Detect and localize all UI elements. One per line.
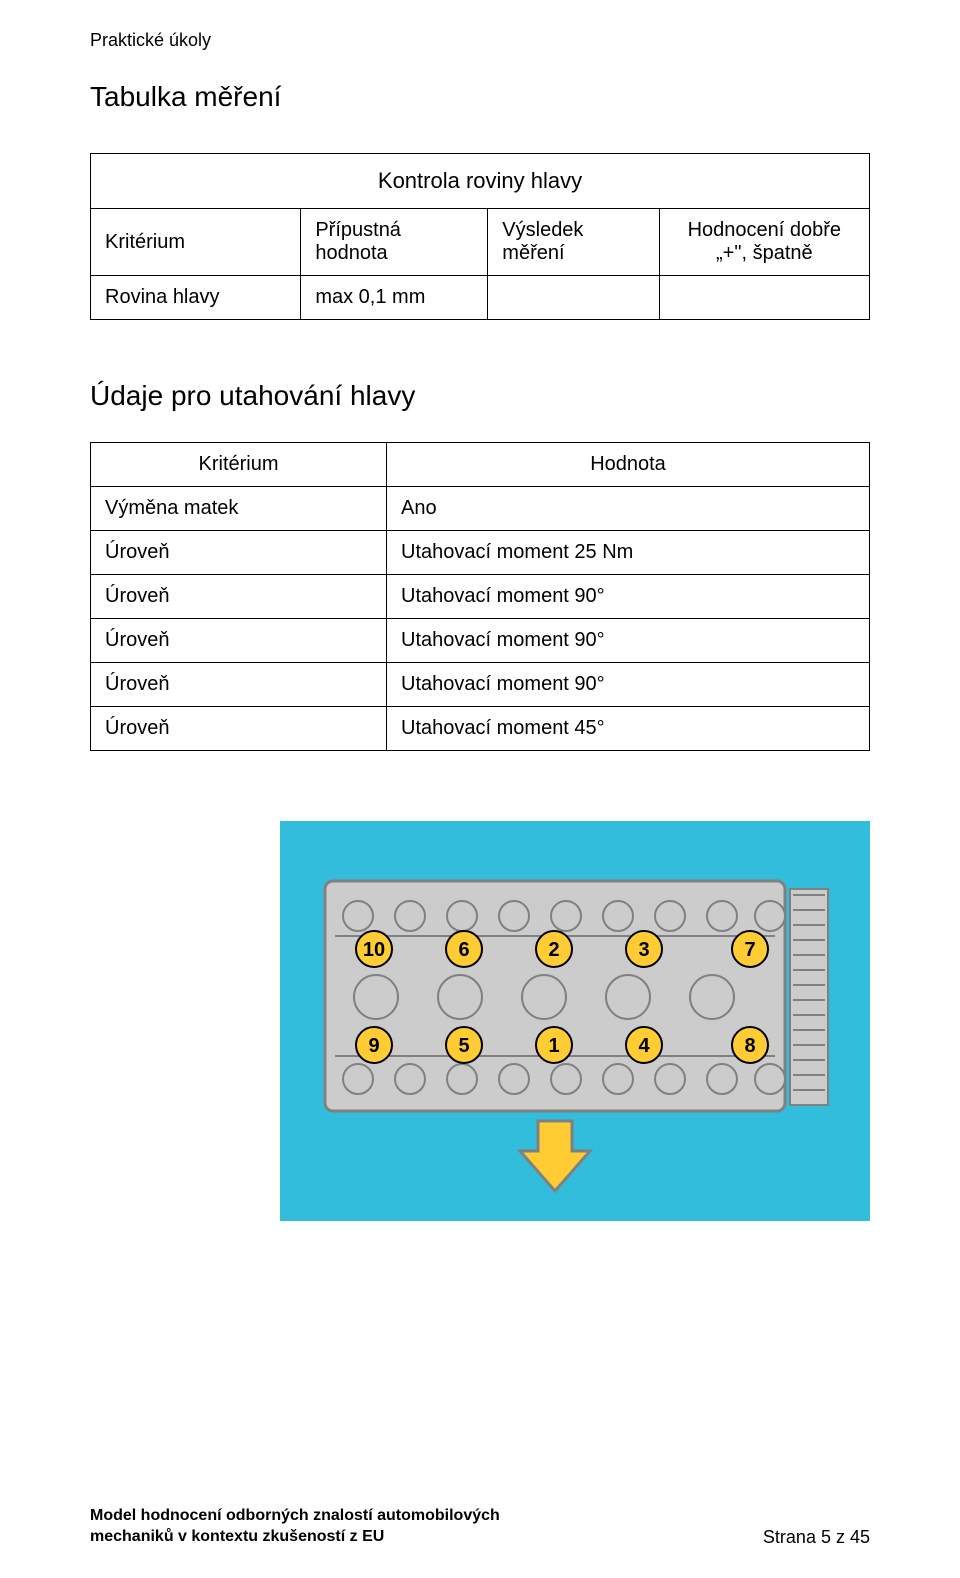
table-2: Kritérium Hodnota Výměna matek Ano Úrove… <box>90 442 870 751</box>
footer-left-line1: Model hodnocení odborných znalostí autom… <box>90 1507 500 1524</box>
table-2-cell: Úroveň <box>91 531 387 575</box>
table-2-cell: Utahovací moment 90° <box>387 619 870 663</box>
footer-left-line2: mechaniků v kontextu zkušeností z EU <box>90 1528 384 1545</box>
table-1-header-1: Přípustná hodnota <box>301 209 488 276</box>
table-2-cell: Utahovací moment 25 Nm <box>387 531 870 575</box>
table-row: Úroveň Utahovací moment 90° <box>91 619 870 663</box>
diagram-container: 10 6 2 3 7 9 5 1 4 8 <box>90 821 870 1226</box>
table-row: Výměna matek Ano <box>91 487 870 531</box>
svg-text:6: 6 <box>458 939 469 961</box>
table-2-cell: Utahovací moment 45° <box>387 707 870 751</box>
table-2-cell: Úroveň <box>91 575 387 619</box>
svg-text:7: 7 <box>744 939 755 961</box>
table-1-cell-0: Rovina hlavy <box>91 276 301 320</box>
svg-text:9: 9 <box>368 1035 379 1057</box>
table-row: Úroveň Utahovací moment 90° <box>91 663 870 707</box>
table-2-header-0: Kritérium <box>91 443 387 487</box>
svg-text:10: 10 <box>363 939 385 961</box>
table-2-cell: Utahovací moment 90° <box>387 575 870 619</box>
svg-text:8: 8 <box>744 1035 755 1057</box>
table-2-cell: Utahovací moment 90° <box>387 663 870 707</box>
table-1: Kontrola roviny hlavy Kritérium Přípustn… <box>90 153 870 320</box>
header-label: Praktické úkoly <box>90 30 870 51</box>
table-2-header-1: Hodnota <box>387 443 870 487</box>
table-1-header-row: Kritérium Přípustná hodnota Výsledek měř… <box>91 209 870 276</box>
table-2-cell: Úroveň <box>91 663 387 707</box>
svg-text:5: 5 <box>458 1035 469 1057</box>
svg-text:4: 4 <box>638 1035 650 1057</box>
diagram-svg: 10 6 2 3 7 9 5 1 4 8 <box>280 821 870 1221</box>
table-1-title-row: Kontrola roviny hlavy <box>91 154 870 209</box>
table-row: Úroveň Utahovací moment 45° <box>91 707 870 751</box>
table-2-cell: Výměna matek <box>91 487 387 531</box>
svg-text:2: 2 <box>548 939 559 961</box>
table-row: Úroveň Utahovací moment 90° <box>91 575 870 619</box>
table-1-header-0: Kritérium <box>91 209 301 276</box>
table-1-cell-2 <box>488 276 659 320</box>
table-1-header-2: Výsledek měření <box>488 209 659 276</box>
table-2-header-row: Kritérium Hodnota <box>91 443 870 487</box>
table-2-cell: Úroveň <box>91 619 387 663</box>
section-title-1: Tabulka měření <box>90 81 870 113</box>
table-1-row: Rovina hlavy max 0,1 mm <box>91 276 870 320</box>
table-1-title: Kontrola roviny hlavy <box>91 154 870 209</box>
footer-left: Model hodnocení odborných znalostí autom… <box>90 1506 500 1548</box>
bolt-sequence-diagram: 10 6 2 3 7 9 5 1 4 8 <box>280 821 870 1221</box>
table-row: Úroveň Utahovací moment 25 Nm <box>91 531 870 575</box>
table-2-cell: Ano <box>387 487 870 531</box>
table-1-header-3: Hodnocení dobře „+", špatně <box>659 209 869 276</box>
page-footer: Model hodnocení odborných znalostí autom… <box>90 1506 870 1548</box>
footer-right: Strana 5 z 45 <box>763 1527 870 1548</box>
table-1-cell-3 <box>659 276 869 320</box>
section-title-2: Údaje pro utahování hlavy <box>90 380 870 412</box>
table-1-cell-1: max 0,1 mm <box>301 276 488 320</box>
table-2-cell: Úroveň <box>91 707 387 751</box>
svg-text:3: 3 <box>638 939 649 961</box>
svg-text:1: 1 <box>548 1035 559 1057</box>
